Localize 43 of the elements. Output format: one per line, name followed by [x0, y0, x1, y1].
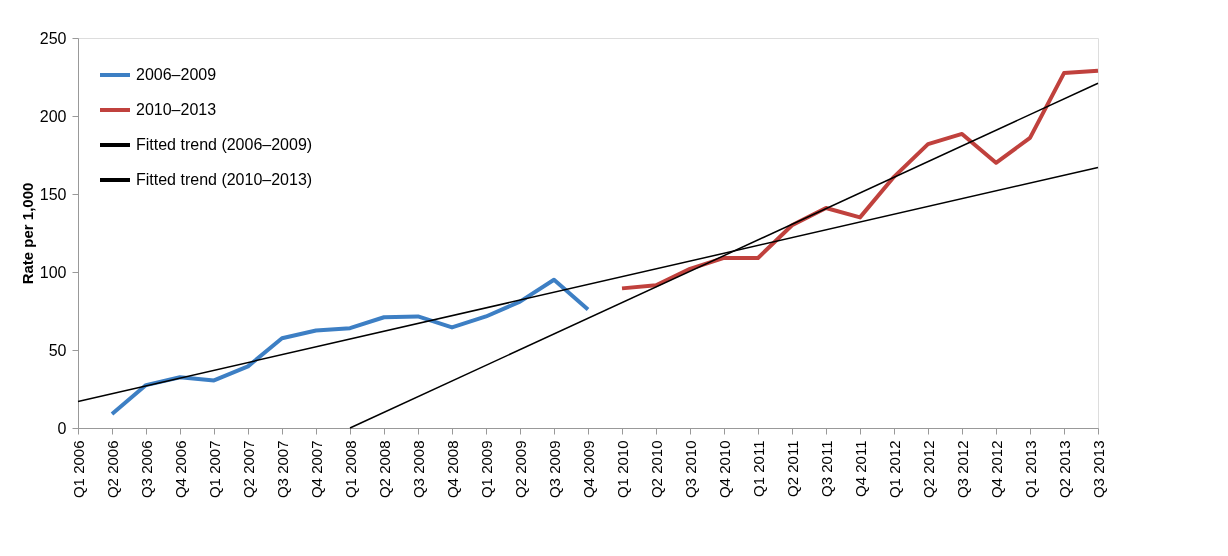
- x-tick-label: Q2 2008: [375, 440, 393, 499]
- x-tick-label: Q4 2007: [307, 440, 325, 499]
- y-tick-label: 50: [48, 341, 67, 359]
- y-tick-label: 100: [39, 263, 67, 281]
- y-tick-label: 250: [39, 29, 67, 47]
- x-tick-label: Q4 2011: [851, 440, 869, 497]
- legend-label: Fitted trend (2006–2009): [136, 136, 313, 153]
- y-tick-label: 0: [57, 419, 67, 437]
- x-tick-label: Q2 2009: [511, 440, 529, 499]
- x-tick-label: Q1 2011: [749, 440, 767, 497]
- y-axis-title: Rate per 1,000: [18, 182, 36, 285]
- x-tick-label: Q4 2006: [171, 440, 189, 499]
- x-tick-label: Q2 2011: [783, 440, 801, 497]
- x-tick-label: Q4 2009: [579, 440, 597, 499]
- x-tick-label: Q4 2012: [987, 440, 1005, 499]
- x-tick-label: Q1 2012: [885, 440, 903, 499]
- x-tick-label: Q1 2013: [1021, 440, 1039, 499]
- x-tick-label: Q2 2013: [1055, 440, 1073, 499]
- x-tick-label: Q3 2013: [1089, 440, 1107, 499]
- line-series: [110, 277, 590, 416]
- x-tick-label: Q4 2010: [715, 440, 733, 499]
- x-tick-label: Q4 2008: [443, 440, 461, 499]
- x-tick-label: Q1 2007: [205, 440, 223, 499]
- x-tick-label: Q3 2008: [409, 440, 427, 499]
- legend-label: Fitted trend (2010–2013): [136, 171, 313, 188]
- x-tick-label: Q3 2010: [681, 440, 699, 499]
- x-tick-label: Q2 2010: [647, 440, 665, 499]
- x-tick-label: Q1 2010: [613, 440, 631, 499]
- x-tick-label: Q1 2008: [341, 440, 359, 499]
- legend-label: 2006–2009: [136, 66, 217, 83]
- x-tick-label: Q2 2007: [239, 440, 257, 499]
- y-tick-label: 200: [39, 107, 67, 125]
- x-tick-label: Q1 2006: [69, 440, 87, 499]
- x-tick-label: Q3 2012: [953, 440, 971, 499]
- x-tick-label: Q3 2006: [137, 440, 155, 499]
- x-tick-label: Q2 2012: [919, 440, 937, 499]
- x-tick-label: Q3 2007: [273, 440, 291, 499]
- x-tick-label: Q1 2009: [477, 440, 495, 499]
- y-tick-label: 150: [39, 185, 67, 203]
- legend-label: 2010–2013: [136, 101, 217, 118]
- x-tick-label: Q3 2009: [545, 440, 563, 499]
- x-tick-label: Q2 2006: [103, 440, 121, 499]
- x-tick-label: Q3 2011: [817, 440, 835, 497]
